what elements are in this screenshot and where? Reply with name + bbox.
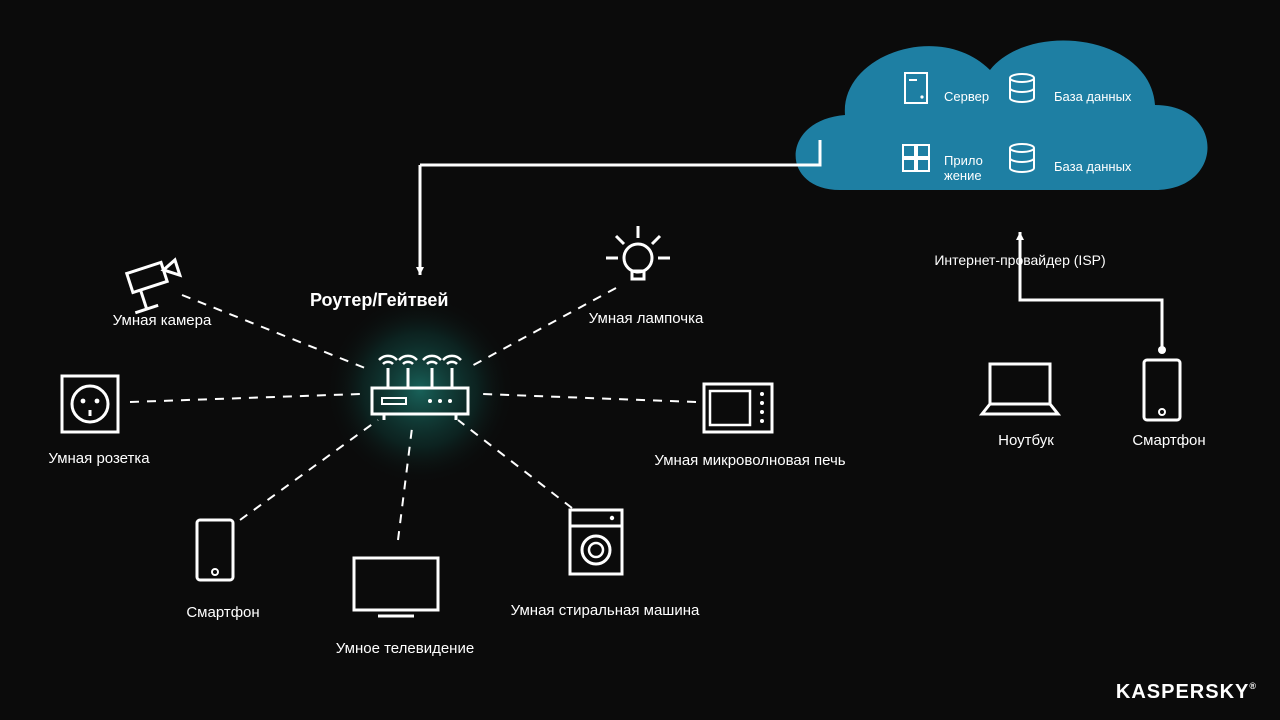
cloud-item-3: База данных xyxy=(1054,160,1131,175)
router-title: Роутер/Гейтвей xyxy=(310,290,448,311)
washer-label: Умная стиральная машина xyxy=(510,602,700,621)
microwave-label: Умная микроволновая печь xyxy=(650,452,850,471)
phone1-icon xyxy=(197,520,233,580)
cloud-item-2: Приложение xyxy=(944,154,983,184)
tv-label: Умное телевидение xyxy=(310,640,500,659)
isp-label: Интернет-провайдер (ISP) xyxy=(890,252,1150,270)
camera-icon xyxy=(127,260,180,313)
socket-label: Умная розетка xyxy=(24,450,174,469)
bulb-label: Умная лампочка xyxy=(566,310,726,329)
phone1-label: Смартфон xyxy=(168,604,278,623)
laptop-label: Ноутбук xyxy=(976,432,1076,451)
phone2-icon xyxy=(1144,360,1180,420)
socket-icon xyxy=(62,376,118,432)
bulb-icon xyxy=(606,226,670,279)
camera-label: Умная камера xyxy=(92,312,232,331)
cloud-item-1: База данных xyxy=(1054,90,1131,105)
phone2-label: Смартфон xyxy=(1114,432,1224,451)
tv-icon xyxy=(354,558,438,616)
brand-logo: KASPERSKY® xyxy=(1116,681,1256,704)
microwave-icon xyxy=(704,384,772,432)
cloud-item-0: Сервер xyxy=(944,90,989,105)
laptop-icon xyxy=(982,364,1058,414)
washer-icon xyxy=(570,510,622,574)
